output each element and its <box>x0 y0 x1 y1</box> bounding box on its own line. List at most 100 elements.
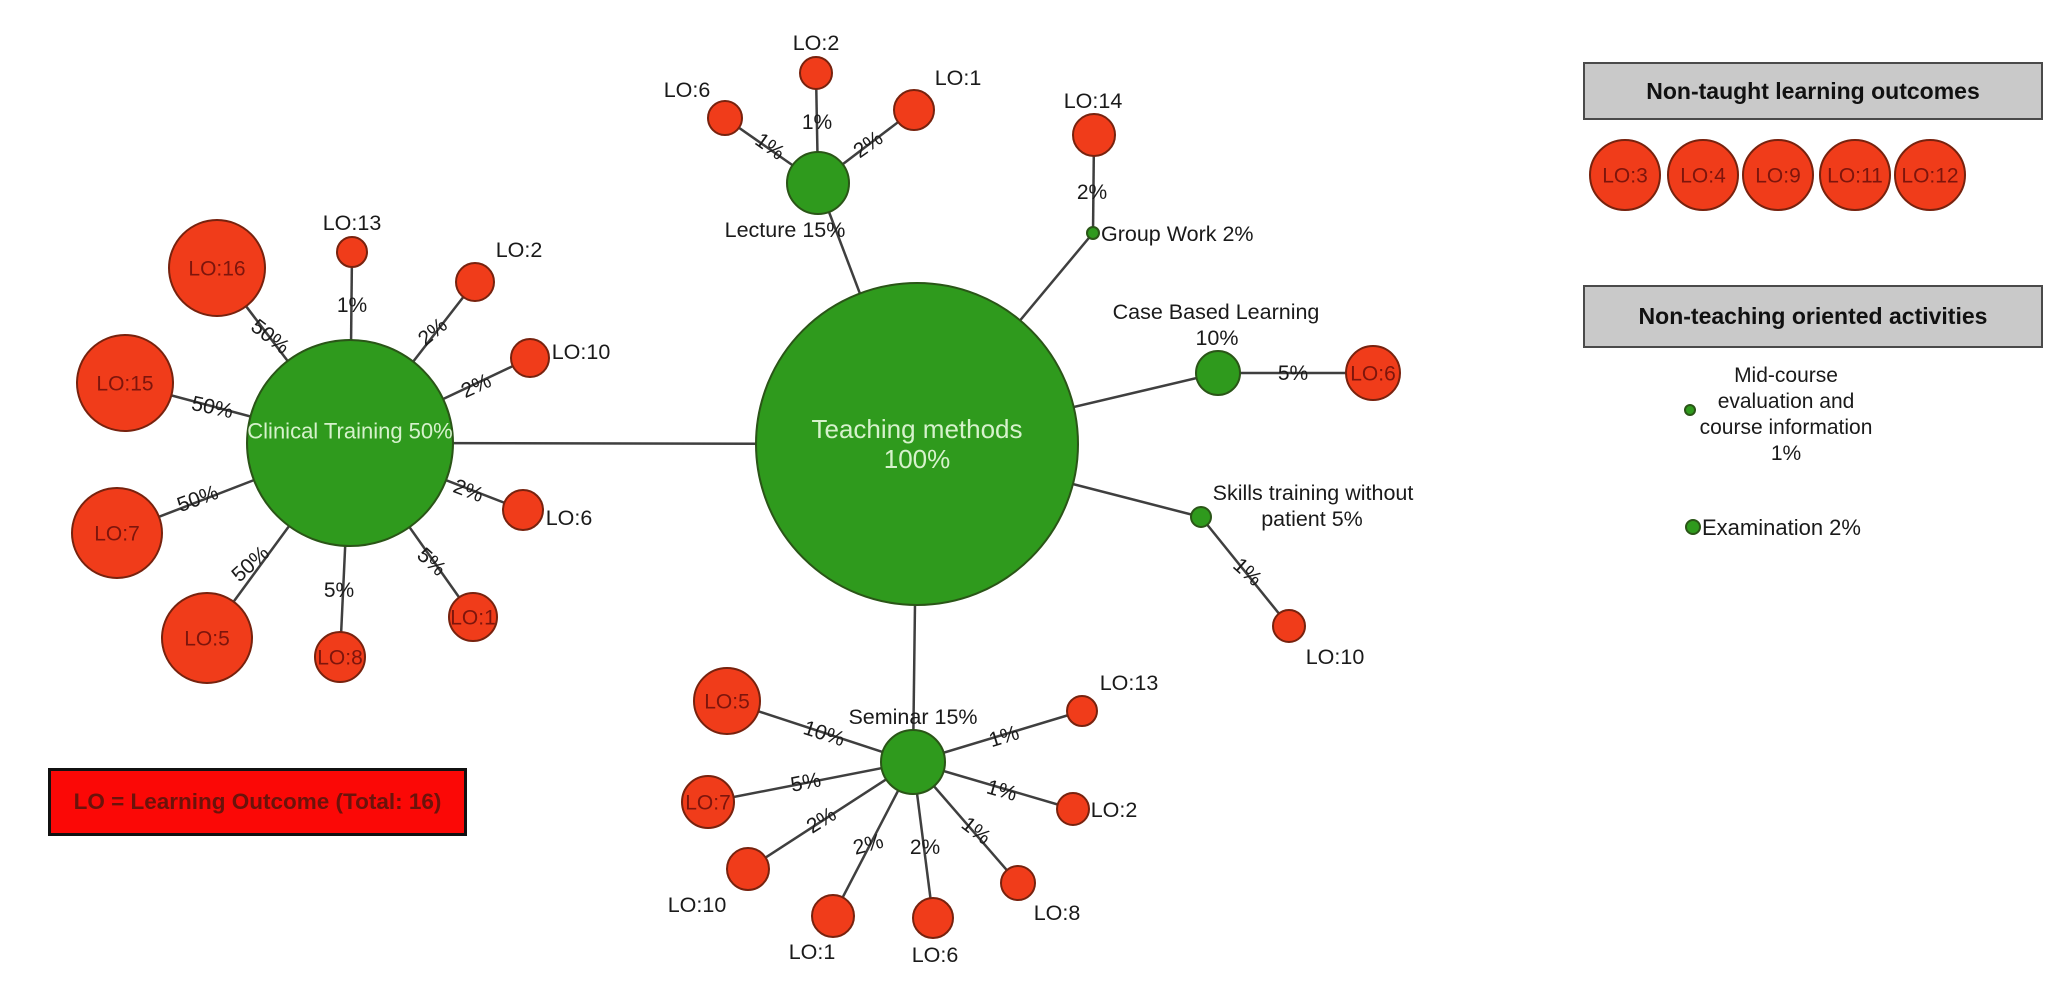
edge-label-clinical-cl_lo10: 2% <box>458 369 495 403</box>
node-ext-label-sem_lo8-0: LO:8 <box>1034 901 1081 925</box>
node-ext-label-cbl-0: Case Based Learning <box>1113 300 1320 324</box>
mid-course-line-4: 1% <box>1770 442 1802 465</box>
node-label-leg_lo9: LO:9 <box>1755 164 1801 187</box>
node-label-cl_lo16: LO:16 <box>188 257 245 280</box>
node-ext-label-sem_lo1-0: LO:1 <box>789 940 836 964</box>
node-ext-label-cl_lo13-0: LO:13 <box>323 211 382 235</box>
node-lec_lo6 <box>707 100 743 136</box>
node-clinical <box>246 339 454 547</box>
node-lec_lo2 <box>799 56 833 90</box>
node-ext-label-seminar-0: Seminar 15% <box>848 705 977 729</box>
edge-label-groupwork-gw_lo14: 2% <box>1077 181 1107 204</box>
node-label-leg_lo4: LO:4 <box>1680 164 1726 187</box>
node-ext-label-lec_lo6-0: LO:6 <box>664 78 711 102</box>
node-label-teaching: 100% <box>884 444 951 474</box>
node-cl_lo10 <box>510 338 550 378</box>
node-leg_lo3 <box>1589 139 1661 211</box>
node-leg_lo12 <box>1894 139 1966 211</box>
node-label-teaching: Teaching methods <box>811 414 1022 444</box>
node-lec_lo1 <box>893 89 935 131</box>
node-middot <box>1684 404 1696 416</box>
node-label-cl_lo1: LO:1 <box>450 606 496 629</box>
edge-label-seminar-sem_lo10: 2% <box>803 803 841 839</box>
node-sem_lo8 <box>1000 865 1036 901</box>
node-ext-label-sem_lo2-0: LO:2 <box>1091 798 1138 822</box>
node-sem_lo1 <box>811 894 855 938</box>
node-label-cbl_lo6: LO:6 <box>1350 362 1396 385</box>
node-cl_lo1 <box>448 592 498 642</box>
node-teaching <box>755 282 1079 606</box>
node-label-leg_lo11: LO:11 <box>1827 164 1883 187</box>
edge-label-seminar-sem_lo7: 5% <box>789 768 823 796</box>
legend-non-teaching-header: Non-teaching oriented activities <box>1583 285 2043 348</box>
lo-definition-box: LO = Learning Outcome (Total: 16) <box>48 768 467 836</box>
node-ext-label-cl_lo10-0: LO:10 <box>552 340 611 364</box>
node-cl_lo13 <box>336 236 368 268</box>
node-label-cl_lo15: LO:15 <box>96 372 153 395</box>
node-leg_lo11 <box>1819 139 1891 211</box>
edge-label-clinical-cl_lo6: 2% <box>450 475 487 507</box>
node-ext-label-cbl-1: 10% <box>1195 326 1238 350</box>
node-examdot <box>1685 519 1701 535</box>
node-cl_lo8 <box>314 631 366 683</box>
node-sem_lo2 <box>1056 792 1090 826</box>
node-ext-label-sem_lo10-0: LO:10 <box>668 893 727 917</box>
node-lecture <box>786 151 850 215</box>
edge-label-clinical-cl_lo13: 1% <box>337 294 367 317</box>
node-ext-label-sem_lo13-0: LO:13 <box>1100 671 1159 695</box>
node-seminar <box>880 729 946 795</box>
edge-label-seminar-sem_lo6: 2% <box>910 836 940 859</box>
node-label-cl_lo5: LO:5 <box>184 627 230 650</box>
node-ext-label-lecture-0: Lecture 15% <box>725 218 846 242</box>
node-ext-label-skills-0: Skills training without <box>1213 481 1414 505</box>
node-cl_lo5 <box>161 592 253 684</box>
edge-seminar-sem_lo7 <box>707 760 914 804</box>
node-label-leg_lo12: LO:12 <box>1901 164 1958 187</box>
node-ext-label-sk_lo10-0: LO:10 <box>1306 645 1365 669</box>
mid-course-line-3: course information <box>1699 416 1873 439</box>
node-sk_lo10 <box>1272 609 1306 643</box>
edge-label-clinical-cl_lo7: 50% <box>174 481 221 517</box>
node-label-cl_lo7: LO:7 <box>94 522 140 545</box>
node-ext-label-lec_lo2-0: LO:2 <box>793 31 840 55</box>
edge-label-clinical-cl_lo8: 5% <box>324 579 354 602</box>
node-ext-label-gw_lo14-0: LO:14 <box>1064 89 1123 113</box>
node-label-clinical: Clinical Training 50% <box>247 419 452 444</box>
edge-label-clinical-cl_lo16: 50% <box>246 315 293 359</box>
edge-label-lecture-lec_lo1: 2% <box>849 127 887 163</box>
node-cl_lo7 <box>71 487 163 579</box>
node-ext-label-cl_lo2-0: LO:2 <box>496 238 543 262</box>
node-ext-label-groupwork-0: Group Work 2% <box>1101 222 1254 246</box>
node-ext-label-skills-1: patient 5% <box>1261 507 1363 531</box>
edge-label-cbl-cbl_lo6: 5% <box>1278 362 1308 385</box>
edge-label-seminar-sem_lo5: 10% <box>800 716 847 751</box>
node-cl_lo6 <box>502 489 544 531</box>
node-cbl <box>1195 350 1241 396</box>
edge-skills-sk_lo10 <box>1200 516 1290 627</box>
node-sem_lo6 <box>912 897 954 939</box>
node-leg_lo9 <box>1742 139 1814 211</box>
node-cl_lo16 <box>168 219 266 317</box>
node-leg_lo4 <box>1667 139 1739 211</box>
edge-label-seminar-sem_lo1: 2% <box>851 830 886 860</box>
mid-course-line-1: Mid-course <box>1734 364 1838 387</box>
examination-label: Examination 2% <box>1702 515 1861 540</box>
edge-label-seminar-sem_lo2: 1% <box>984 776 1020 806</box>
mid-course-evaluation-label: Mid-course evaluation and course informa… <box>1646 363 1926 467</box>
edge-label-clinical-cl_lo15: 50% <box>189 392 235 423</box>
edge-label-seminar-sem_lo13: 1% <box>986 721 1022 752</box>
edge-label-lecture-lec_lo2: 1% <box>802 111 832 134</box>
node-groupwork <box>1086 226 1100 240</box>
node-ext-label-lec_lo1-0: LO:1 <box>935 66 982 90</box>
legend-non-taught-header: Non-taught learning outcomes <box>1583 62 2043 120</box>
node-label-sem_lo5: LO:5 <box>704 690 750 713</box>
node-label-leg_lo3: LO:3 <box>1602 164 1648 187</box>
mid-course-line-2: evaluation and <box>1717 390 1855 413</box>
node-label-cl_lo8: LO:8 <box>317 646 363 669</box>
node-sem_lo10 <box>726 847 770 891</box>
node-cbl_lo6 <box>1345 345 1401 401</box>
node-skills <box>1190 506 1212 528</box>
node-ext-label-cl_lo6-0: LO:6 <box>546 506 593 530</box>
